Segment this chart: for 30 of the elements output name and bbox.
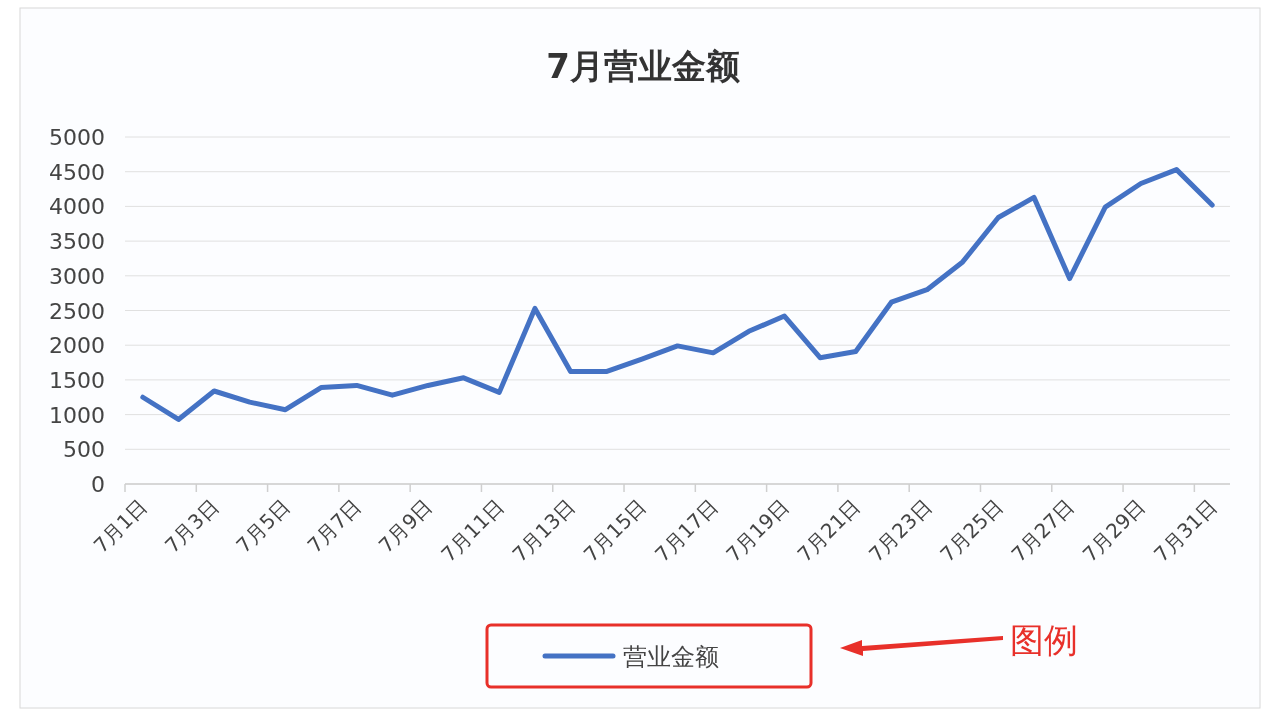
x-tick-label: 7月5日 bbox=[231, 494, 295, 558]
x-tick-label: 7月21日 bbox=[792, 494, 865, 567]
y-tick-label: 1000 bbox=[49, 402, 105, 428]
y-tick-label: 0 bbox=[91, 472, 105, 497]
x-tick-label: 7月25日 bbox=[935, 494, 1008, 567]
y-tick-label: 1500 bbox=[49, 367, 105, 393]
y-tick-label: 3500 bbox=[49, 229, 105, 255]
legend-label: 营业金额 bbox=[623, 643, 719, 671]
x-tick-label: 7月23日 bbox=[863, 494, 937, 567]
y-tick-label: 3000 bbox=[49, 263, 105, 289]
y-tick-label: 500 bbox=[63, 437, 105, 463]
x-tick-label: 7月7日 bbox=[302, 494, 366, 558]
y-tick-label: 2500 bbox=[49, 298, 105, 324]
x-tick-label: 7月29日 bbox=[1077, 494, 1151, 567]
x-tick-label: 7月11日 bbox=[436, 494, 509, 567]
y-tick-label: 2000 bbox=[49, 333, 105, 359]
x-tick-label: 7月1日 bbox=[88, 494, 153, 558]
x-tick-label: 7月13日 bbox=[507, 494, 580, 567]
x-tick-label: 7月31日 bbox=[1149, 494, 1222, 567]
x-tick-label: 7月27日 bbox=[1006, 494, 1079, 567]
x-tick-label: 7月15日 bbox=[578, 494, 652, 567]
text: 图例 bbox=[1010, 620, 1078, 660]
chart-title: 7月营业金额 bbox=[546, 46, 740, 86]
y-tick-label: 4500 bbox=[49, 159, 105, 185]
x-tick-label: 7月17日 bbox=[650, 494, 723, 567]
y-tick-label: 5000 bbox=[49, 125, 105, 150]
x-tick-label: 7月19日 bbox=[721, 494, 794, 567]
y-tick-label: 4000 bbox=[49, 194, 105, 220]
x-tick-label: 7月9日 bbox=[373, 494, 438, 558]
x-tick-label: 7月3日 bbox=[160, 494, 224, 558]
